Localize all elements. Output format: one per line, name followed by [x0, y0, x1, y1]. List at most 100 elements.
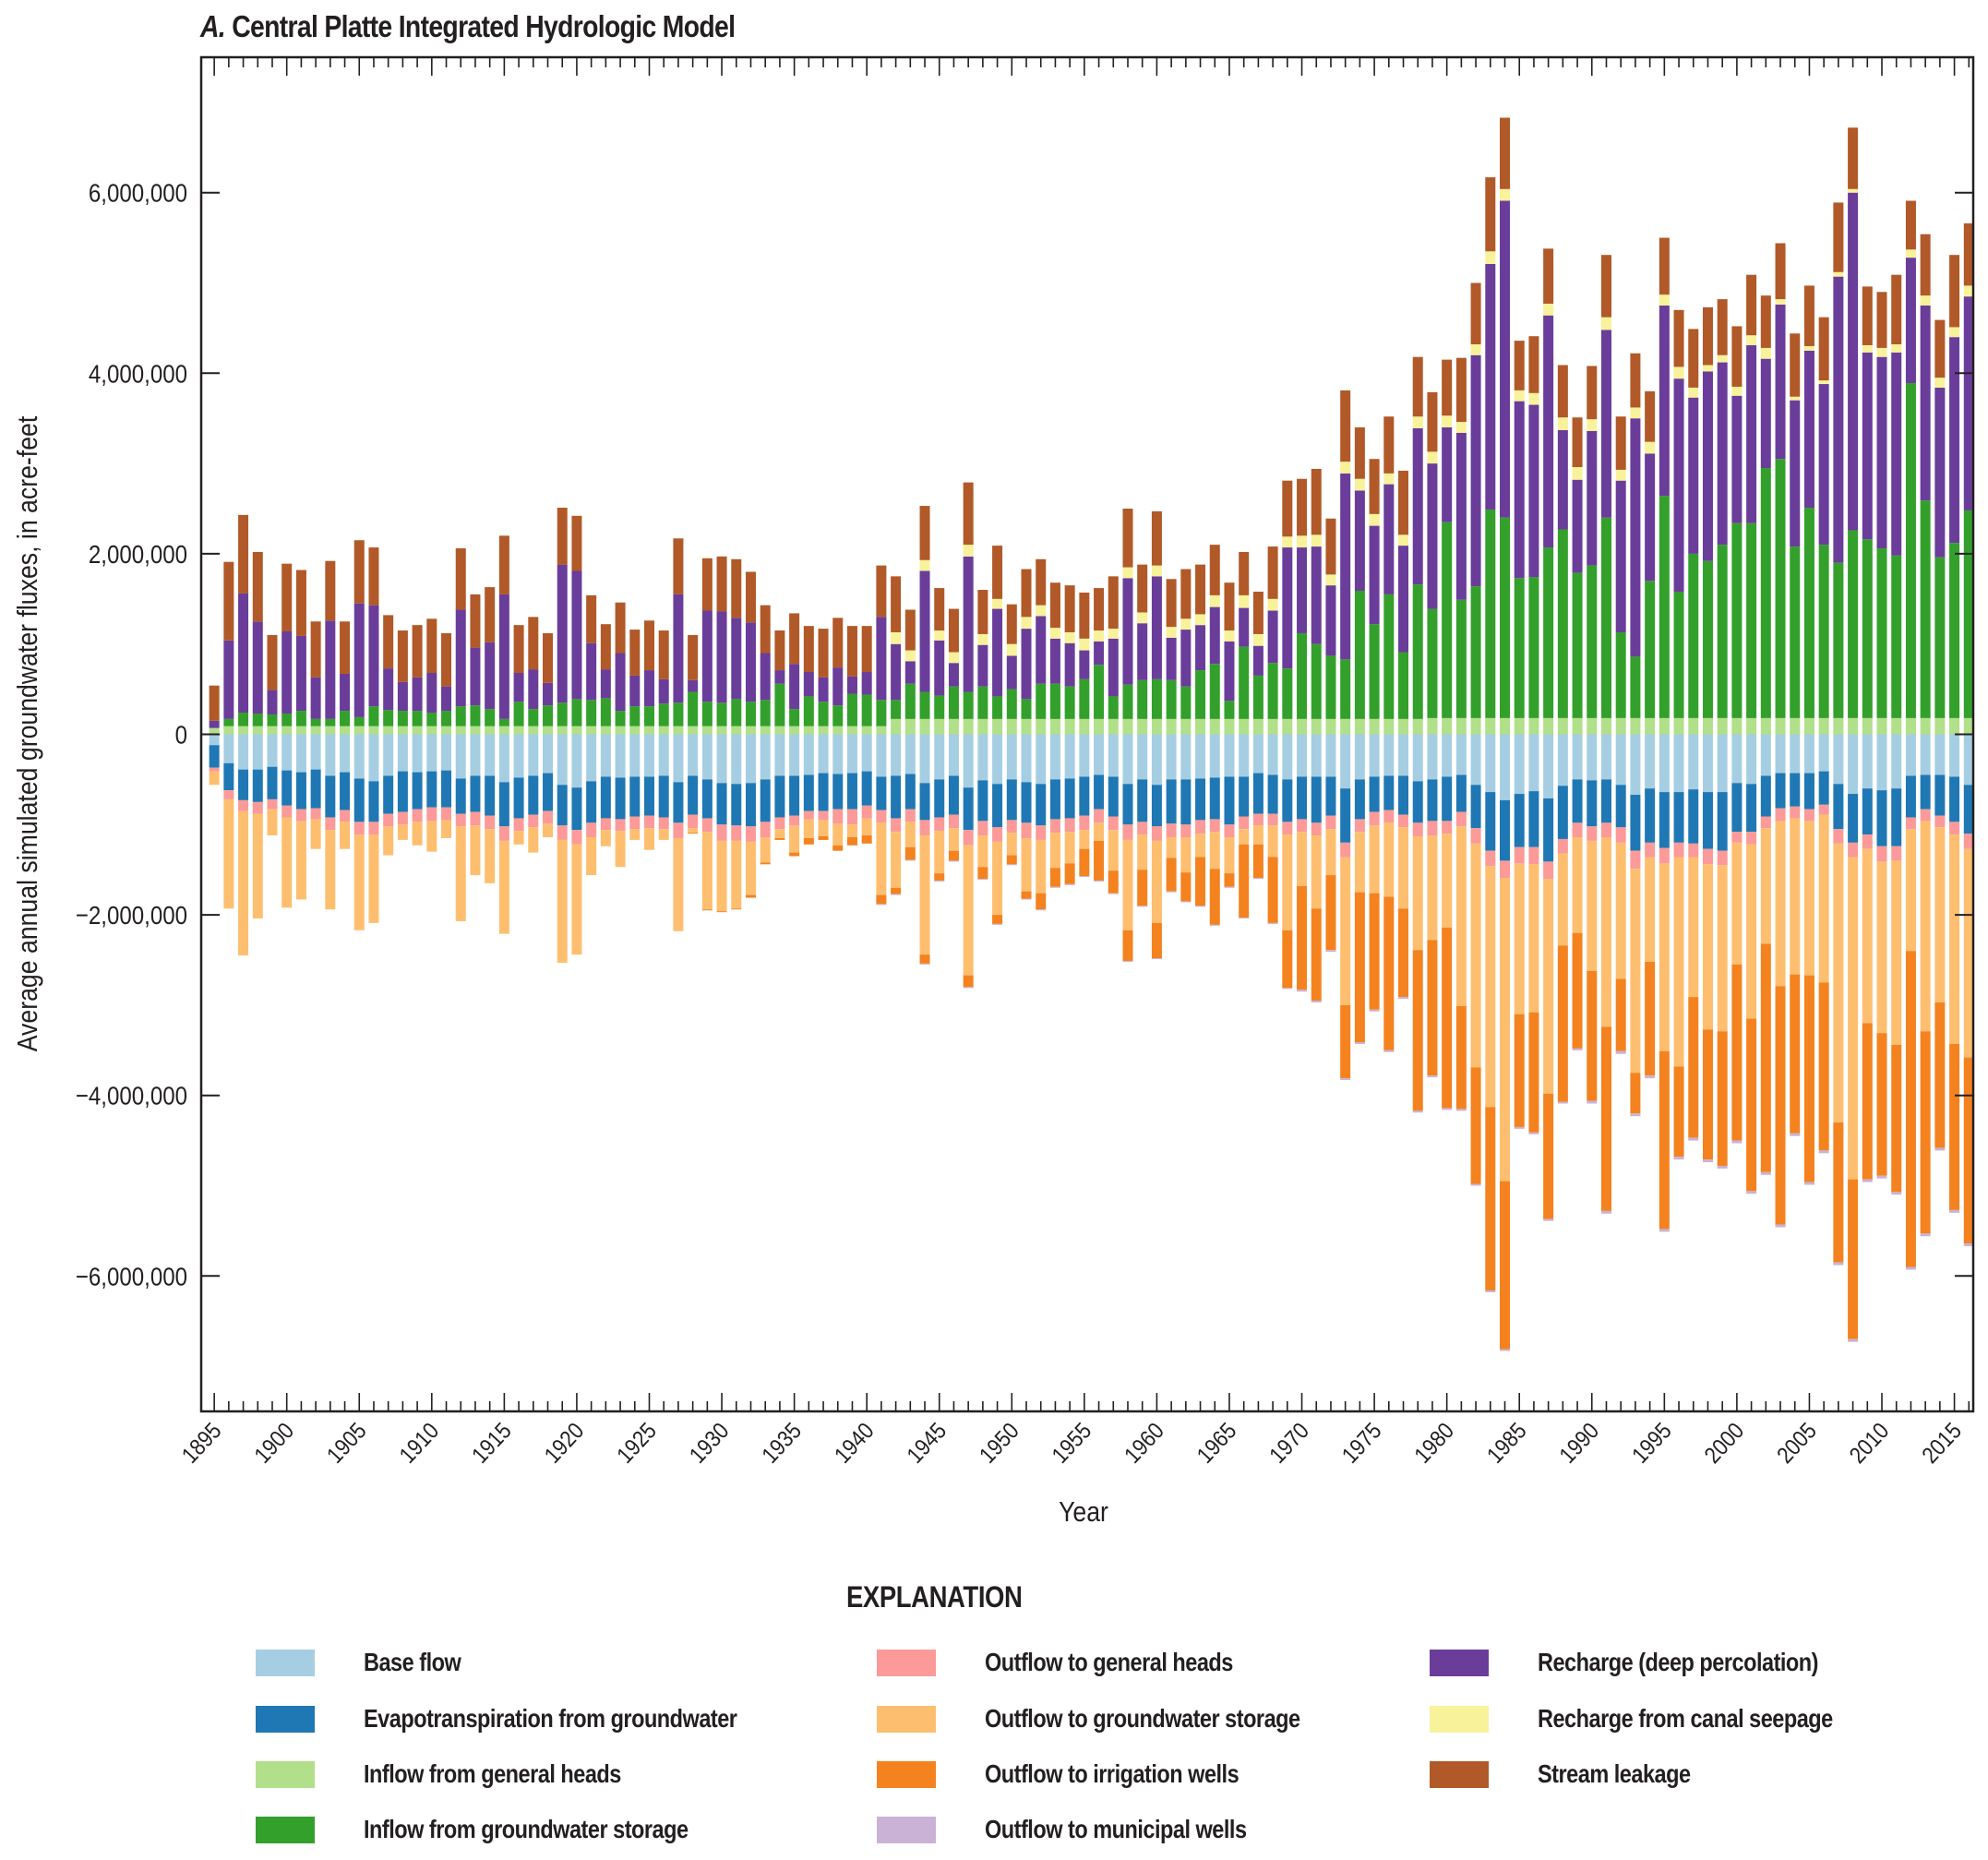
bar-inflow_gws-1911 [441, 711, 452, 726]
bar-recharge-1937 [818, 677, 829, 702]
bar-group-2011 [1891, 274, 1902, 1195]
bar-group-1943 [904, 609, 916, 861]
bar-group-1901 [295, 570, 306, 900]
bar-municipal-1948 [977, 878, 988, 880]
bar-base_flow-2000 [1731, 734, 1742, 784]
bar-outflow_gws-1935 [789, 825, 800, 853]
bar-canal-1962 [1180, 618, 1192, 630]
bar-group-1985 [1514, 341, 1525, 1129]
chart-title: A. Central Platte Integrated Hydrologic … [200, 9, 736, 44]
bar-et-1904 [340, 772, 351, 810]
bar-group-1906 [368, 547, 379, 923]
bar-outflow_gh-1940 [861, 805, 872, 819]
bar-et-1895 [209, 745, 220, 768]
bar-irrigation-1960 [1151, 922, 1162, 959]
bar-inflow_gws-1914 [485, 709, 496, 726]
bar-base_flow-1912 [455, 734, 466, 779]
bar-recharge-1925 [643, 670, 654, 707]
bar-stream-1910 [426, 618, 437, 673]
bar-inflow_gh-1957 [1108, 718, 1119, 735]
bar-recharge-1939 [846, 676, 857, 694]
bar-base_flow-1941 [876, 734, 887, 777]
bar-outflow_gh-1971 [1311, 822, 1322, 836]
bar-outflow_gh-1984 [1500, 860, 1511, 879]
bar-inflow_gh-1912 [455, 726, 466, 735]
bar-group-1896 [223, 561, 234, 909]
bar-irrigation-1961 [1166, 858, 1177, 892]
bar-outflow_gh-1945 [934, 817, 945, 832]
bar-recharge-1928 [688, 679, 699, 692]
bar-inflow_gws-1939 [846, 693, 857, 726]
bar-canal-1948 [977, 633, 988, 645]
bar-et-1987 [1543, 798, 1554, 862]
bar-et-1991 [1600, 779, 1611, 823]
bar-group-1939 [846, 626, 857, 846]
bar-municipal-2010 [1876, 1175, 1887, 1179]
bar-canal-2012 [1905, 249, 1916, 258]
bar-canal-1950 [1006, 643, 1017, 656]
bar-inflow_gh-1915 [498, 726, 509, 735]
bar-group-1990 [1587, 366, 1598, 1104]
bar-irrigation-1989 [1572, 932, 1583, 1049]
bar-recharge-1929 [701, 610, 713, 702]
bar-stream-1931 [731, 558, 742, 618]
bar-inflow_gws-1940 [861, 694, 872, 726]
bar-municipal-2005 [1803, 1182, 1814, 1185]
bar-inflow_gh-1909 [412, 726, 423, 735]
bar-irrigation-1981 [1455, 1005, 1467, 1110]
x-tick-label: 2010 [1844, 1418, 1894, 1469]
bar-canal-1998 [1702, 365, 1713, 372]
bar-canal-2013 [1920, 295, 1931, 306]
legend-swatch [256, 1706, 315, 1733]
bar-inflow_gh-1990 [1587, 717, 1598, 735]
bar-inflow_gws-1984 [1500, 517, 1511, 718]
bar-et-1986 [1528, 791, 1539, 847]
bar-base_flow-1961 [1166, 734, 1177, 780]
bar-inflow_gws-1929 [701, 702, 713, 726]
bar-outflow_gh-1960 [1151, 826, 1162, 841]
bar-irrigation-1962 [1180, 872, 1192, 902]
bar-outflow_gws-1972 [1325, 829, 1336, 876]
bar-outflow_gws-2011 [1891, 860, 1902, 1045]
bar-et-2009 [1862, 788, 1873, 835]
bar-group-2009 [1862, 286, 1873, 1182]
bar-irrigation-1940 [861, 835, 872, 844]
x-tick-label: 1985 [1482, 1418, 1532, 1469]
bar-et-1994 [1645, 788, 1656, 843]
bar-recharge-1965 [1224, 641, 1235, 702]
bar-inflow_gws-1946 [948, 686, 959, 719]
bar-recharge-1933 [760, 653, 771, 701]
bar-outflow_gws-1974 [1354, 832, 1365, 893]
bar-base_flow-1942 [891, 734, 902, 776]
legend-swatch [1430, 1650, 1489, 1676]
bar-outflow_gws-1955 [1079, 830, 1090, 849]
bar-municipal-1969 [1282, 988, 1293, 990]
bar-outflow_gh-1970 [1297, 819, 1308, 833]
bar-canal-1951 [1021, 617, 1032, 630]
bar-group-1907 [383, 615, 394, 856]
bar-base_flow-1901 [295, 734, 306, 773]
bar-stream-1969 [1282, 480, 1293, 537]
bar-base_flow-1971 [1311, 734, 1322, 777]
bar-irrigation-1955 [1079, 848, 1090, 877]
bar-inflow_gws-1907 [383, 710, 394, 726]
bar-outflow_gh-1908 [397, 811, 408, 825]
bar-canal-1994 [1645, 441, 1656, 454]
bar-irrigation-1998 [1702, 1029, 1713, 1160]
bar-inflow_gh-1896 [223, 726, 234, 735]
bar-recharge-1995 [1659, 305, 1670, 497]
bar-outflow_gh-2015 [1949, 822, 1960, 835]
bar-group-1919 [557, 508, 568, 963]
bar-outflow_gh-1955 [1079, 815, 1090, 831]
bar-irrigation-2013 [1920, 1031, 1931, 1234]
bar-base_flow-1933 [760, 734, 771, 780]
bar-inflow_gh-1921 [586, 726, 597, 735]
bar-base_flow-1905 [353, 734, 365, 779]
bar-inflow_gws-1934 [774, 683, 785, 726]
bar-inflow_gws-1964 [1209, 664, 1220, 719]
bar-canal-1990 [1587, 419, 1598, 431]
bar-canal-1981 [1455, 422, 1467, 433]
bar-recharge-1981 [1455, 432, 1467, 600]
bar-base_flow-1911 [441, 734, 452, 771]
bar-inflow_gws-2003 [1775, 459, 1786, 718]
